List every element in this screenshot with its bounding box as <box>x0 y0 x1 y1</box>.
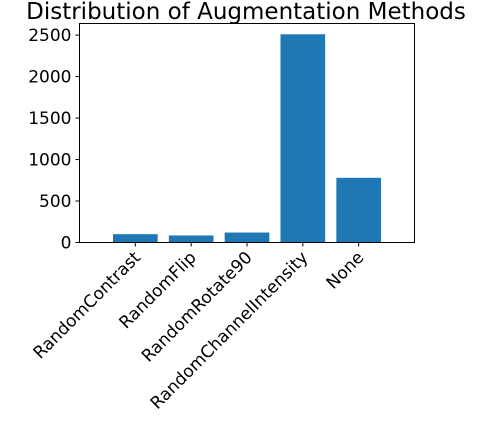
x-tick-label: None <box>323 248 369 294</box>
chart-title: Distribution of Augmentation Methods <box>26 0 466 25</box>
bar <box>168 235 214 243</box>
y-tick-label: 500 <box>39 192 71 212</box>
bar <box>113 234 158 243</box>
x-axis: RandomContrastRandomFlipRandomRotate90Ra… <box>30 242 369 413</box>
plot-frame <box>79 23 415 243</box>
y-tick-label: 1000 <box>28 151 71 171</box>
bar <box>224 232 270 243</box>
y-tick-label: 0 <box>61 234 72 254</box>
y-axis: 0 500 1000 1500 2000 2500 <box>28 26 80 254</box>
y-tick-label: 1500 <box>28 109 71 129</box>
bars-group <box>113 34 381 243</box>
y-tick-label: 2000 <box>28 68 71 88</box>
bar <box>280 34 326 243</box>
bar <box>336 177 381 243</box>
y-tick-label: 2500 <box>28 26 71 46</box>
